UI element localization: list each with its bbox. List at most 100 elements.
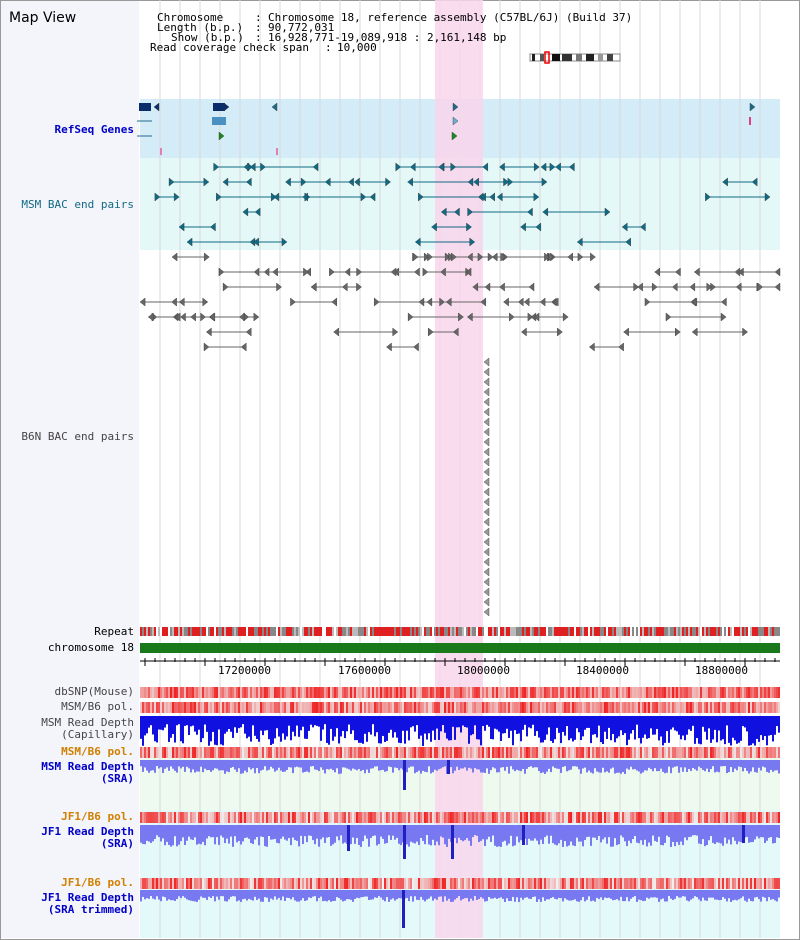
jf1-depth-bar [590,825,592,846]
msm-capillary-depth-bar [382,716,384,736]
jf1-trimmed-depth-bar [232,890,234,897]
msm-b6-pol2-heat-cell [340,747,342,758]
repeat-segment [774,627,776,636]
dbsnp-heat-cell [614,687,616,698]
repeat-segment [418,627,420,636]
gene-arrow [223,102,230,112]
dbsnp-heat-cell [620,687,622,698]
msm-capillary-depth-bar [292,716,294,732]
repeat-segment [580,627,582,636]
msm-b6-pol-heat-cell [410,702,412,713]
jf1-pol2-heat-cell [584,878,586,889]
jf1-depth-bar [550,825,552,836]
repeat-segment [688,627,690,636]
dbsnp-heat-cell [682,687,684,698]
msm-capillary-depth-bar [778,716,780,733]
jf1-pol-heat-cell [626,812,628,823]
repeat-segment [292,627,294,636]
msm-capillary-depth-bar [364,716,366,734]
msm-sra-depth-bar [276,760,278,771]
jf1-pol2-heat-cell [676,878,678,889]
msm-bac-pair-end [210,222,216,232]
msm-capillary-depth-bar [558,716,560,733]
msm-b6-pol-heat-cell [492,702,494,713]
msm-b6-pol2-heat-cell [156,747,158,758]
jf1-pol-heat-cell [414,812,416,823]
repeat-segment [374,627,376,636]
msm-b6-pol-heat-cell [526,702,528,713]
b6n-bac-stacked-end [483,597,490,607]
repeat-segment [422,627,424,636]
track-label-refseq-genes[interactable]: RefSeq Genes [54,123,134,136]
b6n-bac-pair-end [418,297,425,307]
msm-sra-depth-bar [692,760,694,768]
dbsnp-heat-cell [572,687,574,698]
dbsnp-heat-cell [390,687,392,698]
msm-b6-pol-heat-cell [554,702,556,713]
repeat-segment [336,627,338,636]
repeat-segment [662,627,664,636]
jf1-pol2-heat-cell [776,878,778,889]
jf1-depth-bar [320,825,322,840]
msm-bac-pair-end [489,192,495,202]
jf1-pol-heat-cell [232,812,234,823]
jf1-pol-heat-cell [486,812,488,823]
dbsnp-heat-cell [718,687,720,698]
ideogram-band [552,54,560,61]
jf1-pol2-heat-cell [700,878,702,889]
jf1-depth-bar [412,825,414,843]
msm-sra-depth-bar [610,760,612,769]
jf1-trimmed-depth-bar [484,890,486,902]
jf1-pol-heat-cell [240,812,242,823]
msm-capillary-depth-bar [142,716,144,746]
b6n-bac-pair-end [290,297,296,307]
msm-capillary-depth-bar [396,716,398,738]
dbsnp-heat-cell [738,687,740,698]
msm-b6-pol2-heat-cell [562,747,564,758]
msm-capillary-depth-bar [212,716,214,732]
msm-sra-depth-bar [574,760,576,767]
jf1-trimmed-depth-bar [400,890,402,899]
jf1-depth-bar [224,825,226,844]
jf1-pol2-heat-cell [362,878,364,889]
jf1-trimmed-depth-bar [666,890,668,902]
jf1-pol2-heat-cell [350,878,352,889]
jf1-depth-bar [160,825,162,842]
dbsnp-heat-cell [414,687,416,698]
msm-sra-depth-bar [702,760,704,770]
msm-b6-pol2-heat-cell [586,747,588,758]
jf1-depth-bar [258,825,260,846]
msm-sra-depth-bar [752,760,754,768]
repeat-segment [716,627,718,636]
dbsnp-heat-cell [616,687,618,698]
jf1-pol2-heat-cell [486,878,488,889]
msm-sra-depth-bar [392,760,394,773]
repeat-segment [440,627,442,636]
msm-sra-depth-bar [740,760,742,768]
dbsnp-heat-cell [758,687,760,698]
dbsnp-heat-cell [530,687,532,698]
msm-b6-pol-heat-cell [456,702,458,713]
jf1-trimmed-depth-bar [760,890,762,902]
msm-capillary-depth-bar [452,716,454,727]
repeat-segment [176,627,178,636]
msm-b6-pol-heat-cell [726,702,728,713]
msm-sra-depth-bar [710,760,712,770]
dbsnp-heat-cell [768,687,770,698]
msm-capillary-depth-bar [530,716,532,729]
b6n-bac-pair-end [577,252,584,262]
msm-b6-pol-heat-cell [506,702,508,713]
jf1-depth-bar [476,825,478,836]
jf1-depth-bar [738,825,740,842]
jf1-depth-bar [396,825,398,838]
jf1-pol2-heat-cell [568,878,570,889]
jf1-pol-heat-cell [432,812,434,823]
repeat-segment [178,627,180,636]
msm-bac-pair-end [541,177,548,187]
msm-capillary-depth-bar [506,716,508,729]
msm-bac-pair-end [246,177,252,187]
dbsnp-heat-cell [644,687,646,698]
jf1-depth-bar [548,825,550,844]
repeat-segment [352,627,354,636]
